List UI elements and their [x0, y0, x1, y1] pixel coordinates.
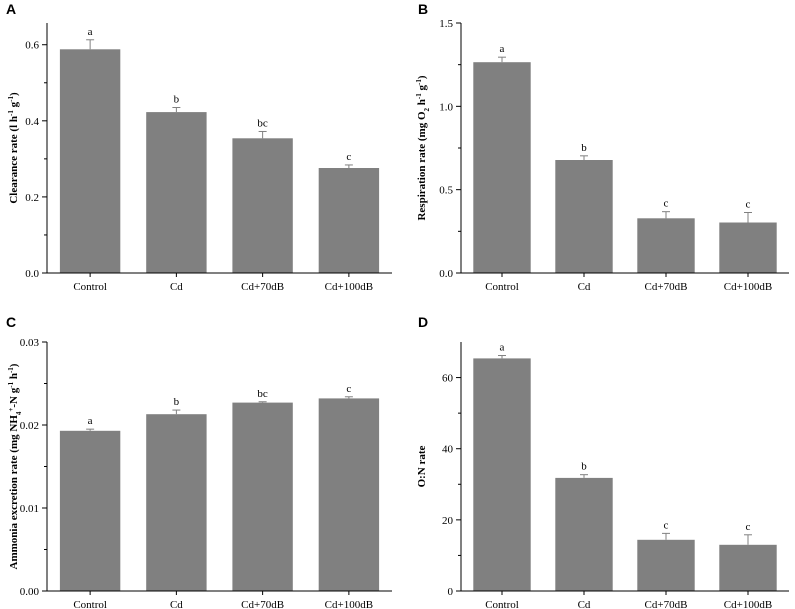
bar — [146, 414, 207, 591]
bar — [232, 402, 293, 591]
panel-letter: C — [6, 314, 16, 330]
bar — [232, 138, 293, 273]
y-axis-label-part: h — [8, 373, 20, 382]
x-tick-label: Cd — [578, 599, 591, 609]
y-tick-label: 60 — [442, 373, 454, 385]
y-axis-label: Respiration rate (mg O2 h-1 g-1) — [415, 75, 431, 220]
chart-panel-a: Aa Control b Cd bc Cd+70dB c Cd+100dB 0.0 0.2 0.4 0… — [6, 1, 392, 293]
y-axis-label-part: Ammonia excretion rate (mg NH — [8, 415, 20, 570]
bar — [719, 222, 777, 273]
significance-label: a — [88, 415, 93, 427]
x-tick-label: Cd — [170, 599, 183, 609]
panel-letter: D — [418, 314, 428, 330]
bar — [637, 218, 695, 273]
y-tick-label: 1.0 — [439, 101, 453, 113]
y-axis-label-part: g — [416, 84, 428, 93]
y-axis-label: Clearance rate (l h-1 g-1) — [7, 92, 20, 204]
y-tick-label: 0.4 — [25, 116, 39, 128]
y-axis-label-part: O:N rate — [416, 445, 428, 487]
y-axis-label-part: 2 — [423, 107, 431, 111]
bar — [555, 477, 613, 591]
significance-label: c — [664, 198, 669, 210]
bar — [146, 112, 207, 273]
y-tick-label: 0.01 — [20, 503, 39, 515]
bar — [637, 539, 695, 591]
y-axis-label-part: -1 — [415, 79, 423, 85]
bar — [473, 62, 531, 274]
chart-panel-b: Ba Control b Cd c Cd+70dB c Cd+100dB 0.0 0.5 1.0 1.… — [415, 1, 789, 293]
x-tick-label: Cd — [170, 281, 183, 293]
y-tick-label: 0.00 — [20, 586, 40, 598]
chart-panel-c: Ca Control b Cd bc Cd+70dB c Cd+100dB 0.00 0.01 0.… — [6, 314, 392, 609]
y-axis-label-part: -1 — [415, 93, 423, 99]
x-tick-label: Control — [485, 599, 519, 609]
significance-label: a — [88, 26, 93, 38]
significance-label: b — [581, 142, 587, 154]
x-tick-label: Control — [73, 281, 107, 293]
significance-label: c — [746, 521, 751, 533]
panel-letter: B — [418, 1, 428, 17]
significance-label: c — [346, 383, 351, 395]
x-tick-label: Control — [485, 281, 519, 293]
panel-letter: A — [6, 1, 16, 17]
significance-label: a — [500, 342, 505, 354]
y-tick-label: 0.6 — [25, 40, 39, 52]
y-axis-label-part: -1 — [7, 110, 15, 116]
y-tick-label: 0.2 — [25, 192, 39, 204]
significance-label: b — [174, 396, 180, 408]
bar — [318, 168, 380, 273]
y-axis-label-part: ) — [8, 92, 20, 96]
x-tick-label: Cd+70dB — [645, 281, 688, 293]
y-axis-label: Ammonia excretion rate (mg NH4+-N g-1 h-… — [7, 363, 23, 569]
chart-panel-d: Da Control b Cd c Cd+70dB c Cd+100dB 0 20 40 60 O:N … — [416, 314, 789, 609]
y-tick-label: 0.02 — [20, 420, 39, 432]
y-axis-label-part: -1 — [7, 381, 15, 387]
x-tick-label: Cd+70dB — [241, 599, 284, 609]
x-tick-label: Cd+70dB — [241, 281, 284, 293]
y-tick-label: 40 — [442, 444, 454, 456]
bar — [473, 358, 531, 591]
y-tick-label: 0 — [448, 586, 454, 598]
significance-label: b — [581, 461, 587, 473]
x-tick-label: Cd+100dB — [724, 599, 772, 609]
y-axis-label-part: + — [7, 408, 15, 412]
bar — [59, 49, 121, 273]
y-axis-label-part: Clearance rate (l h — [8, 116, 20, 204]
bar — [318, 398, 380, 591]
significance-label: a — [500, 43, 505, 55]
y-tick-label: 20 — [442, 515, 454, 527]
y-axis-label-part: h — [416, 99, 428, 108]
significance-label: c — [746, 199, 751, 211]
y-tick-label: 1.5 — [439, 18, 453, 30]
y-axis-label-part: -1 — [7, 367, 15, 373]
y-tick-label: 0.5 — [439, 185, 453, 197]
significance-label: b — [174, 94, 180, 106]
y-tick-label: 0.03 — [20, 337, 40, 349]
bar — [555, 160, 613, 273]
bar — [59, 430, 121, 591]
y-axis-label-part: g — [8, 101, 20, 110]
significance-label: bc — [257, 117, 268, 129]
x-tick-label: Cd+70dB — [645, 599, 688, 609]
y-tick-label: 0.0 — [25, 268, 39, 280]
x-tick-label: Control — [73, 599, 107, 609]
x-tick-label: Cd+100dB — [325, 281, 373, 293]
y-axis-label-part: ) — [8, 363, 20, 367]
y-axis-label-part: 4 — [15, 411, 23, 415]
x-tick-label: Cd+100dB — [724, 281, 772, 293]
significance-label: c — [346, 151, 351, 163]
significance-label: bc — [257, 388, 268, 400]
significance-label: c — [664, 519, 669, 531]
y-axis-label-part: -N g — [8, 387, 20, 407]
y-axis-label-part: -1 — [7, 96, 15, 102]
x-tick-label: Cd — [578, 281, 591, 293]
y-axis-label: O:N rate — [416, 445, 428, 487]
y-axis-label-part: Respiration rate (mg O — [416, 111, 428, 221]
bar — [719, 544, 777, 591]
x-tick-label: Cd+100dB — [325, 599, 373, 609]
y-axis-label-part: ) — [416, 75, 428, 79]
y-tick-label: 0.0 — [439, 268, 453, 280]
